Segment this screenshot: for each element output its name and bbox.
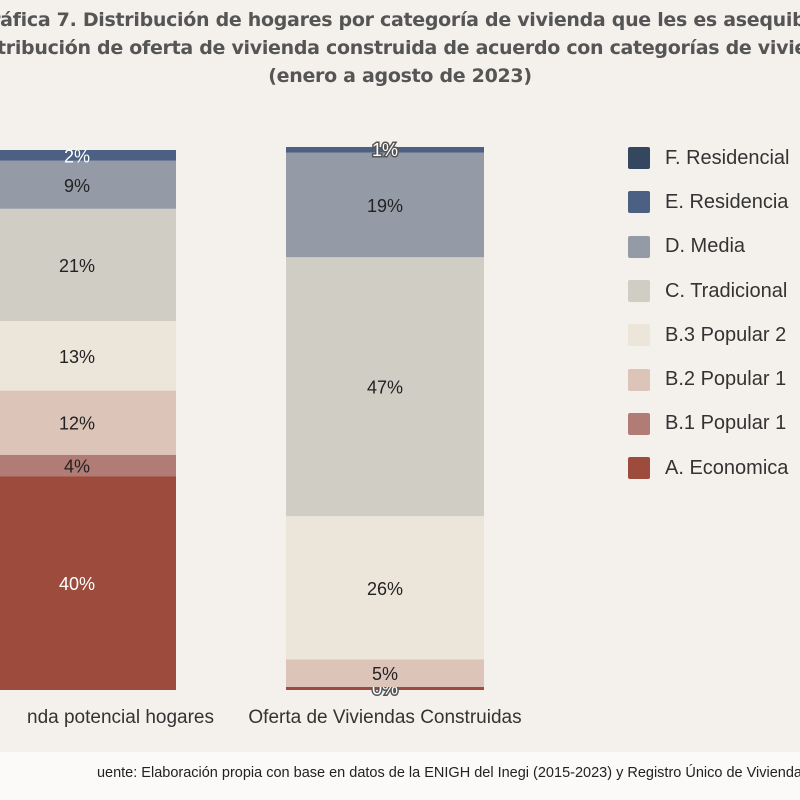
- legend-item: B.2 Popular 1: [628, 357, 790, 401]
- legend-swatch: [628, 324, 650, 347]
- legend-label: C. Tradicional: [665, 279, 788, 302]
- data-label: 40%: [59, 574, 95, 594]
- stacked-bar-chart: 40%4%12%13%21%9%2%nda potencial hogares0…: [0, 138, 522, 728]
- data-label: 9%: [64, 176, 90, 196]
- title-line-2: distribución de oferta de vivienda const…: [0, 37, 800, 59]
- legend-swatch: [628, 147, 650, 170]
- legend-item: F. Residencial: [628, 136, 790, 180]
- legend-item: A. Economica: [628, 446, 790, 490]
- legend: F. Residencial E. Residencia D. Media C. Tr…: [628, 136, 790, 490]
- bar-segment: [0, 160, 176, 209]
- legend-item: D. Media: [628, 225, 790, 269]
- legend-swatch: [628, 412, 650, 435]
- legend-label: D. Media: [665, 235, 746, 258]
- data-label: 26%: [367, 579, 403, 599]
- legend-swatch: [628, 191, 650, 214]
- legend-swatch: [628, 235, 650, 258]
- bar-segment: [0, 476, 176, 690]
- data-label: 47%: [367, 378, 403, 398]
- bar-segment: [0, 454, 176, 477]
- legend-item: C. Tradicional: [628, 269, 790, 313]
- legend-label: B.1 Popular 1: [665, 412, 787, 435]
- legend-label: B.2 Popular 1: [665, 368, 787, 391]
- bar-segment: [286, 147, 484, 153]
- bar-segment: [286, 257, 484, 517]
- data-label: 21%: [59, 256, 95, 276]
- bar-segment: [286, 152, 484, 258]
- legend-label: A. Economica: [665, 456, 789, 479]
- data-label: 4%: [64, 456, 90, 476]
- legend-swatch: [628, 280, 650, 303]
- title-line-3: (enero a agosto de 2023): [268, 65, 532, 87]
- legend-label: F. Residencial: [665, 146, 790, 169]
- legend-item: E. Residencia: [628, 180, 790, 224]
- legend-item: B.3 Popular 2: [628, 313, 790, 357]
- legend-item: B.1 Popular 1: [628, 402, 790, 446]
- bar-segment: [0, 321, 176, 391]
- bar-segment: [0, 150, 176, 161]
- legend-swatch: [628, 368, 650, 391]
- legend-label: E. Residencia: [665, 190, 789, 213]
- data-label: 19%: [367, 196, 403, 216]
- legend-swatch: [628, 457, 650, 480]
- source-text: uente: Elaboración propia con base en da…: [96, 765, 800, 781]
- bar-segment: [0, 208, 176, 322]
- bar-segment: [286, 687, 484, 690]
- category-label: Oferta de Viviendas Construidas: [248, 707, 521, 728]
- category-label: nda potencial hogares: [27, 707, 214, 728]
- legend-label: B.3 Popular 2: [665, 323, 787, 346]
- bar-segment: [286, 516, 484, 660]
- chart-title: Gráfica 7. Distribución de hogares por c…: [0, 6, 800, 90]
- title-line-1: Gráfica 7. Distribución de hogares por c…: [0, 9, 800, 31]
- bar-segment: [0, 390, 176, 455]
- data-label: 2%: [64, 146, 90, 166]
- data-label: 1%: [372, 140, 398, 160]
- source-footer: uente: Elaboración propia con base en da…: [0, 752, 800, 800]
- bar-segment: [286, 659, 484, 687]
- data-label: 5%: [372, 664, 398, 684]
- data-label: 12%: [59, 414, 95, 434]
- data-label: 13%: [59, 347, 95, 367]
